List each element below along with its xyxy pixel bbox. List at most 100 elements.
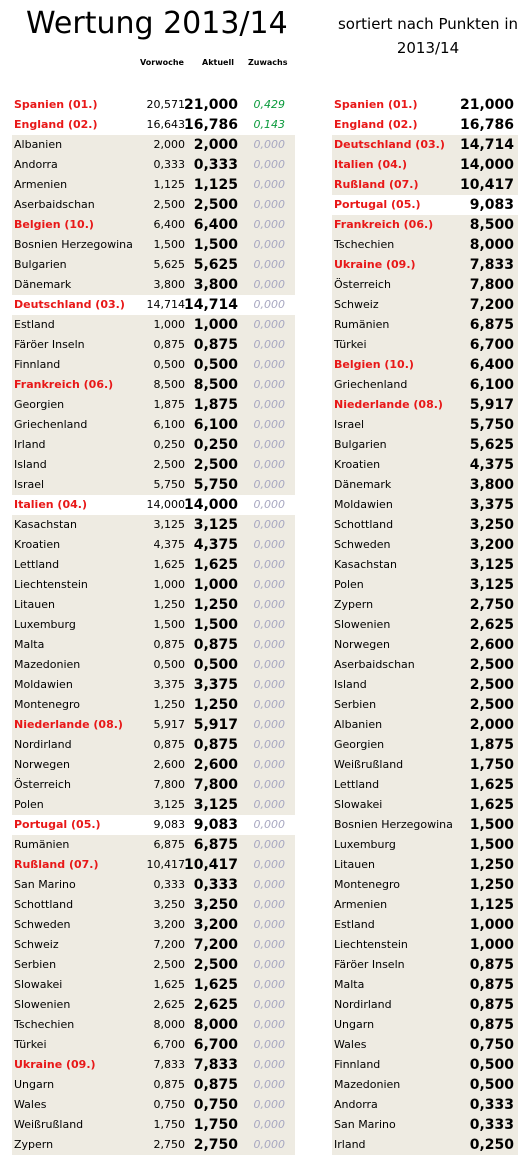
table-row: Bosnien Herzegowina 1,500 xyxy=(332,815,518,835)
gain-value: 0,000 xyxy=(253,238,286,251)
table-row: Kroatien 4,375 xyxy=(332,455,518,475)
country-name: Wales xyxy=(14,1098,47,1111)
previous-week-value: 4,375 xyxy=(153,538,186,551)
country-name: Moldawien xyxy=(14,678,73,691)
country-name: Mazedonien xyxy=(14,658,81,671)
previous-week-value: 0,875 xyxy=(153,738,186,751)
country-name: Schweiz xyxy=(14,938,59,951)
table-row: England (02.) 16,643 16,786 0,143 xyxy=(12,115,295,135)
country-name: Zypern xyxy=(334,598,374,611)
current-value: 3,250 xyxy=(193,897,238,913)
table-row: Ungarn 0,875 0,875 0,000 xyxy=(12,1075,295,1095)
country-name: Island xyxy=(14,458,47,471)
gain-value: 0,000 xyxy=(253,1138,286,1151)
table-row: Polen 3,125 3,125 0,000 xyxy=(12,795,295,815)
previous-week-value: 3,125 xyxy=(153,798,186,811)
country-name: Niederlande (08.) xyxy=(334,398,443,411)
current-value: 1,125 xyxy=(469,897,514,913)
country-name: Niederlande (08.) xyxy=(14,718,123,731)
country-name: Malta xyxy=(14,638,45,651)
gain-value: 0,000 xyxy=(253,298,286,311)
previous-week-value: 3,800 xyxy=(153,278,186,291)
gain-value: 0,000 xyxy=(253,218,286,231)
current-value: 10,417 xyxy=(459,177,514,193)
country-name: Deutschland (03.) xyxy=(14,298,125,311)
table-row: Weißrußland 1,750 1,750 0,000 xyxy=(12,1115,295,1135)
country-name: Liechtenstein xyxy=(334,938,408,951)
table-row: Bulgarien 5,625 xyxy=(332,435,518,455)
table-row: Bosnien Herzegowina 1,500 1,500 0,000 xyxy=(12,235,295,255)
table-row: Island 2,500 xyxy=(332,675,518,695)
current-value: 5,750 xyxy=(469,417,514,433)
previous-week-value: 2,500 xyxy=(153,958,186,971)
table-row: Moldawien 3,375 xyxy=(332,495,518,515)
country-name: Andorra xyxy=(334,1098,378,1111)
country-name: Nordirland xyxy=(14,738,72,751)
previous-week-value: 8,000 xyxy=(153,1018,186,1031)
table-row: Niederlande (08.) 5,917 xyxy=(332,395,518,415)
country-name: Dänemark xyxy=(334,478,392,491)
country-name: Litauen xyxy=(334,858,375,871)
country-name: Österreich xyxy=(334,278,391,291)
country-name: Bulgarien xyxy=(14,258,67,271)
table-row: Slowenien 2,625 2,625 0,000 xyxy=(12,995,295,1015)
gain-value: 0,000 xyxy=(253,558,286,571)
gain-value: 0,000 xyxy=(253,618,286,631)
country-name: England (02.) xyxy=(14,118,98,131)
country-name: Färöer Inseln xyxy=(14,338,85,351)
country-name: Aserbaidschan xyxy=(334,658,415,671)
country-name: Estland xyxy=(334,918,375,931)
table-row: Island 2,500 2,500 0,000 xyxy=(12,455,295,475)
current-value: 7,833 xyxy=(193,1057,238,1073)
previous-week-value: 1,000 xyxy=(153,318,186,331)
country-name: Armenien xyxy=(14,178,68,191)
page-title: Wertung 2013/14 xyxy=(26,6,288,41)
country-name: Montenegro xyxy=(334,878,401,891)
current-value: 0,875 xyxy=(469,997,514,1013)
country-name: Kroatien xyxy=(14,538,61,551)
current-value: 0,500 xyxy=(193,357,238,373)
previous-week-value: 1,625 xyxy=(153,978,186,991)
country-name: Kasachstan xyxy=(14,518,78,531)
current-value: 14,714 xyxy=(459,137,514,153)
table-row: Mazedonien 0,500 xyxy=(332,1075,518,1095)
table-row: Moldawien 3,375 3,375 0,000 xyxy=(12,675,295,695)
current-value: 0,333 xyxy=(469,1117,514,1133)
table-row: Kasachstan 3,125 3,125 0,000 xyxy=(12,515,295,535)
table-row: Nordirland 0,875 0,875 0,000 xyxy=(12,735,295,755)
table-row: Estland 1,000 xyxy=(332,915,518,935)
gain-value: 0,143 xyxy=(253,118,286,131)
current-value: 2,500 xyxy=(193,957,238,973)
gain-value: 0,000 xyxy=(253,698,286,711)
current-value: 6,400 xyxy=(193,217,238,233)
country-name: Griechenland xyxy=(14,418,88,431)
sorted-table: Spanien (01.) 21,000 England (02.) 16,786 De… xyxy=(332,95,518,1155)
table-row: Schottland 3,250 xyxy=(332,515,518,535)
current-value: 3,200 xyxy=(193,917,238,933)
country-name: Finnland xyxy=(14,358,61,371)
gain-value: 0,000 xyxy=(253,858,286,871)
country-name: Tschechien xyxy=(334,238,395,251)
current-value: 0,500 xyxy=(469,1077,514,1093)
table-row: Deutschland (03.) 14,714 xyxy=(332,135,518,155)
table-row: Andorra 0,333 xyxy=(332,1095,518,1115)
country-name: Israel xyxy=(14,478,45,491)
country-name: Schottland xyxy=(14,898,74,911)
current-value: 2,625 xyxy=(193,997,238,1013)
previous-week-value: 3,125 xyxy=(153,518,186,531)
country-name: Bulgarien xyxy=(334,438,387,451)
current-value: 6,100 xyxy=(193,417,238,433)
table-row: Estland 1,000 1,000 0,000 xyxy=(12,315,295,335)
table-row: Färöer Inseln 0,875 0,875 0,000 xyxy=(12,335,295,355)
current-value: 0,875 xyxy=(193,1077,238,1093)
gain-value: 0,000 xyxy=(253,178,286,191)
gain-value: 0,000 xyxy=(253,978,286,991)
previous-week-value: 2,750 xyxy=(153,1138,186,1151)
previous-week-value: 1,250 xyxy=(153,598,186,611)
table-row: Kroatien 4,375 4,375 0,000 xyxy=(12,535,295,555)
gain-value: 0,000 xyxy=(253,638,286,651)
current-value: 1,000 xyxy=(469,917,514,933)
page-subtitle: sortiert nach Punkten in 2013/14 xyxy=(337,15,518,57)
table-row: Dänemark 3,800 3,800 0,000 xyxy=(12,275,295,295)
country-name: Weißrußland xyxy=(14,1118,84,1131)
